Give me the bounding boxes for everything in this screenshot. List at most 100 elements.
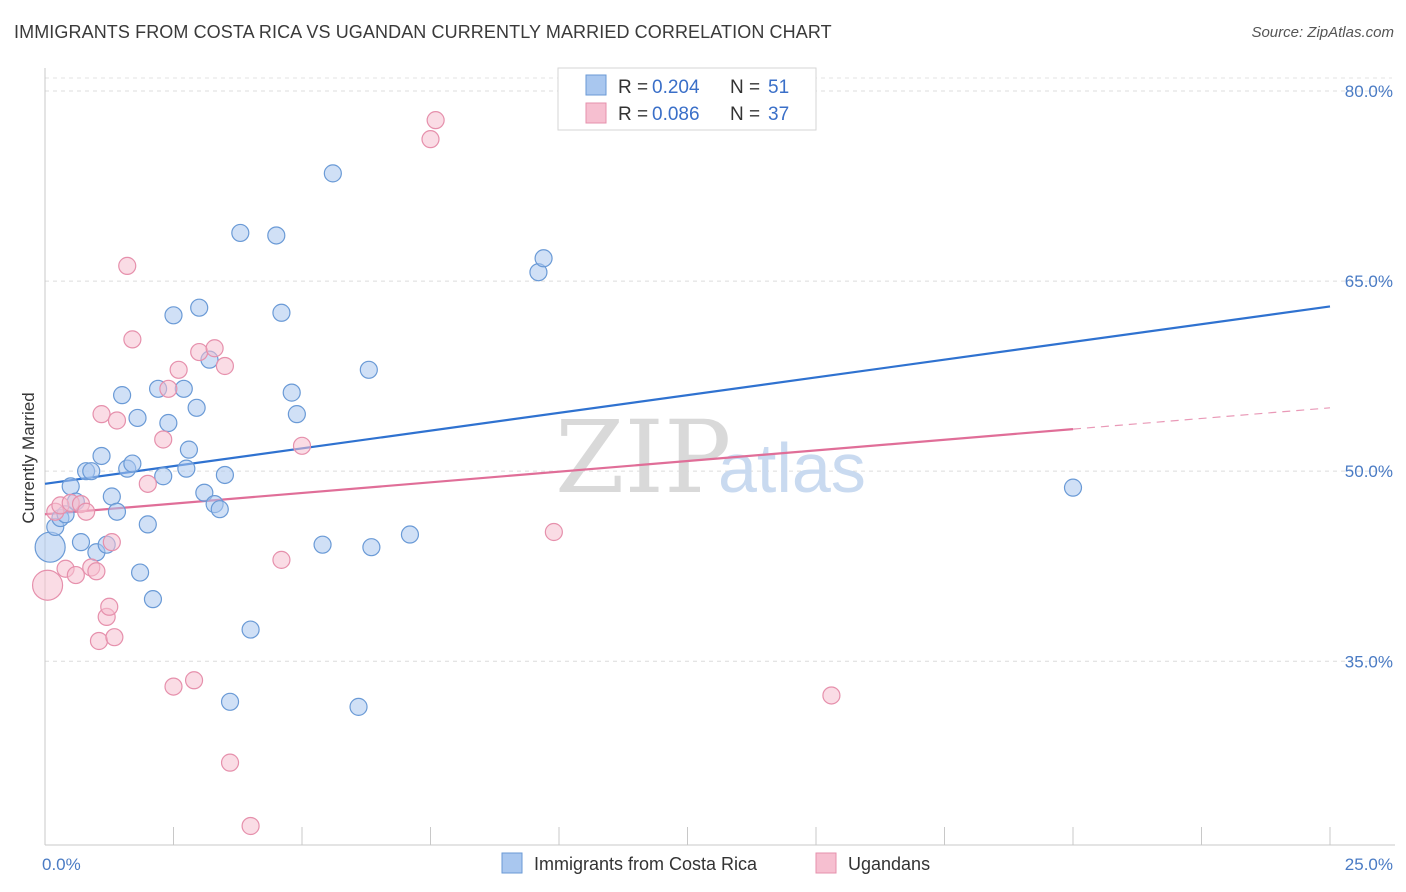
watermark-atlas: atlas xyxy=(718,429,866,507)
tick-labels: 80.0% 65.0% 50.0% 35.0% 0.0% 25.0% xyxy=(42,82,1393,874)
bottom-legend-swatch-pink xyxy=(815,852,837,874)
point-costa-rica xyxy=(220,692,240,711)
axes xyxy=(44,68,1395,846)
point-costa-rica xyxy=(82,462,101,481)
point-ugandans xyxy=(184,671,204,690)
bottom-legend-swatch-blue xyxy=(501,852,523,874)
point-ugandans xyxy=(272,550,291,569)
point-costa-rica xyxy=(138,515,157,534)
point-costa-rica xyxy=(71,533,91,552)
point-costa-rica xyxy=(362,538,381,557)
y-tick-label: 80.0% xyxy=(1345,82,1393,101)
point-ugandans xyxy=(421,130,440,149)
point-costa-rica xyxy=(241,620,260,639)
data-points xyxy=(31,111,1083,836)
x-tick-label: 0.0% xyxy=(42,855,81,874)
point-ugandans xyxy=(190,342,209,362)
legend-r-label-pink: R = xyxy=(618,104,648,125)
point-costa-rica xyxy=(1063,478,1083,497)
point-ugandans xyxy=(426,111,445,130)
point-ugandans xyxy=(105,628,124,647)
point-costa-rica xyxy=(534,249,553,268)
point-ugandans xyxy=(31,569,64,601)
point-costa-rica xyxy=(174,379,193,398)
point-costa-rica xyxy=(349,697,368,716)
point-ugandans xyxy=(220,753,240,772)
legend-r-label-blue: R = xyxy=(618,77,648,98)
y-tick-label: 50.0% xyxy=(1345,462,1393,481)
legend-n-value-pink: 37 xyxy=(768,104,789,125)
point-costa-rica xyxy=(282,383,301,402)
point-ugandans xyxy=(205,339,224,358)
trendline-blue xyxy=(44,305,1331,485)
point-ugandans xyxy=(215,356,234,376)
point-ugandans xyxy=(169,360,188,379)
legend-swatch-blue xyxy=(585,74,607,96)
point-costa-rica xyxy=(267,226,286,245)
point-ugandans xyxy=(123,330,142,349)
point-ugandans xyxy=(138,474,157,493)
point-ugandans xyxy=(66,565,85,585)
bottom-legend-label-pink: Ugandans xyxy=(848,854,930,874)
point-costa-rica xyxy=(164,306,183,325)
point-costa-rica xyxy=(123,454,142,473)
source-credit: Source: ZipAtlas.com xyxy=(1251,24,1394,41)
point-ugandans xyxy=(87,562,106,581)
bottom-legend: Immigrants from Costa Rica Ugandans xyxy=(501,852,930,874)
point-costa-rica xyxy=(359,360,378,379)
point-ugandans xyxy=(822,686,841,705)
point-costa-rica xyxy=(112,386,132,405)
point-ugandans xyxy=(159,379,178,398)
point-costa-rica xyxy=(61,477,80,496)
point-costa-rica xyxy=(92,446,111,466)
point-costa-rica xyxy=(128,408,147,428)
point-costa-rica xyxy=(154,467,173,486)
point-ugandans xyxy=(107,411,127,430)
watermark-zip: ZIP xyxy=(555,399,731,516)
point-costa-rica xyxy=(177,459,196,478)
point-costa-rica xyxy=(313,535,332,554)
point-costa-rica xyxy=(272,303,291,322)
point-ugandans xyxy=(241,816,260,836)
point-costa-rica xyxy=(323,164,342,183)
point-ugandans xyxy=(89,631,109,651)
point-costa-rica xyxy=(187,398,206,417)
legend-n-label-pink: N = xyxy=(730,104,760,125)
point-costa-rica xyxy=(107,502,127,521)
point-ugandans xyxy=(544,522,563,542)
point-costa-rica xyxy=(195,483,214,502)
x-tick-label: 25.0% xyxy=(1345,855,1393,874)
point-ugandans xyxy=(92,405,111,424)
point-ugandans xyxy=(100,597,119,616)
point-costa-rica xyxy=(215,465,234,485)
point-costa-rica xyxy=(34,531,66,563)
legend-swatch-pink xyxy=(585,102,607,124)
point-ugandans xyxy=(77,502,96,521)
point-costa-rica xyxy=(159,413,178,433)
y-tick-label: 65.0% xyxy=(1345,272,1393,291)
point-costa-rica xyxy=(102,487,121,506)
legend: R = 0.204 N = 51 R = 0.086 N = 37 xyxy=(557,67,817,131)
legend-r-value-pink: 0.086 xyxy=(652,104,700,125)
legend-n-label-blue: N = xyxy=(730,77,760,98)
point-costa-rica xyxy=(190,298,209,317)
point-costa-rica xyxy=(143,590,163,609)
point-costa-rica xyxy=(287,405,306,424)
trendline-pink-dashed xyxy=(1072,407,1331,430)
point-costa-rica xyxy=(231,223,250,243)
point-ugandans xyxy=(154,430,173,449)
point-ugandans xyxy=(164,677,183,696)
gridlines xyxy=(45,77,1392,662)
point-costa-rica xyxy=(130,563,150,582)
point-costa-rica xyxy=(400,525,420,544)
point-costa-rica xyxy=(179,440,199,459)
bottom-legend-label-blue: Immigrants from Costa Rica xyxy=(534,854,758,874)
watermark: ZIP atlas xyxy=(555,399,866,516)
y-axis-label: Currently Married xyxy=(19,392,38,523)
point-ugandans xyxy=(118,256,137,275)
y-tick-label: 35.0% xyxy=(1345,652,1393,671)
point-ugandans xyxy=(292,436,312,455)
legend-r-value-blue: 0.204 xyxy=(652,77,700,98)
legend-n-value-blue: 51 xyxy=(768,77,789,98)
